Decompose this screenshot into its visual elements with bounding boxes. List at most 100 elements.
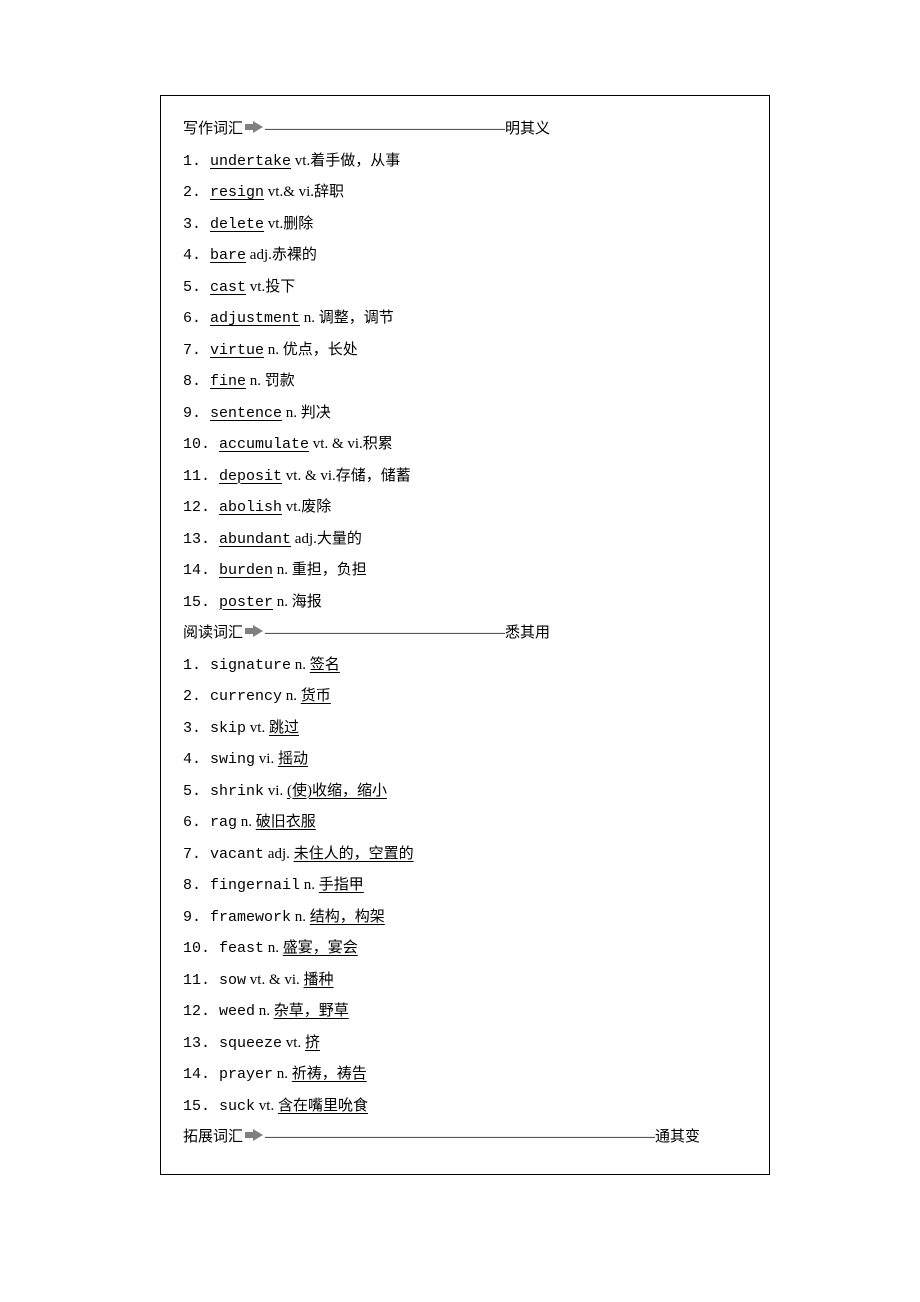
- vocab-entry: 11. deposit vt. & vi.存储，储蓄: [183, 461, 747, 493]
- vocab-entry: 12. weed n. 杂草，野草: [183, 996, 747, 1028]
- entry-number: 3.: [183, 720, 210, 737]
- entry-pos: adj.: [264, 846, 294, 862]
- entry-definition: vt. & vi.积累: [309, 436, 393, 452]
- entry-number: 10.: [183, 940, 219, 957]
- entry-definition: 签名: [310, 657, 340, 673]
- entry-pos: n.: [264, 940, 283, 956]
- entry-number: 9.: [183, 909, 210, 926]
- entry-definition: 手指甲: [319, 877, 364, 893]
- entry-definition: 杂草，野草: [274, 1003, 349, 1019]
- entry-number: 14.: [183, 562, 219, 579]
- vocab-entry: 13. abundant adj.大量的: [183, 524, 747, 556]
- entry-pos: vt.: [246, 720, 269, 736]
- entry-number: 2.: [183, 688, 210, 705]
- vocab-entry: 9. framework n. 结构，构架: [183, 902, 747, 934]
- entry-definition: 摇动: [278, 751, 308, 767]
- section2-suffix: 悉其用: [505, 618, 550, 650]
- arrow-right-icon: [245, 618, 263, 650]
- section3-suffix: 通其变: [655, 1122, 700, 1154]
- entry-word: rag: [210, 814, 237, 831]
- vocab-entry: 4. bare adj.赤裸的: [183, 240, 747, 272]
- entry-definition: 挤: [305, 1035, 320, 1051]
- entry-word: abundant: [219, 531, 291, 548]
- entry-word: delete: [210, 216, 264, 233]
- entry-definition: 货币: [301, 688, 331, 704]
- section3-prefix: 拓展词汇: [183, 1122, 243, 1154]
- entry-definition: 祈祷，祷告: [292, 1066, 367, 1082]
- entry-definition: 播种: [304, 972, 334, 988]
- entry-number: 9.: [183, 405, 210, 422]
- entry-word: deposit: [219, 468, 282, 485]
- entry-word: sow: [219, 972, 246, 989]
- vocab-entry: 11. sow vt. & vi. 播种: [183, 965, 747, 997]
- entry-number: 1.: [183, 153, 210, 170]
- section3-header: 拓展词汇 —————————————————————————— 通其变: [183, 1122, 747, 1154]
- entry-word: resign: [210, 184, 264, 201]
- entry-definition: n. 调整，调节: [300, 310, 394, 326]
- vocab-entry: 8. fingernail n. 手指甲: [183, 870, 747, 902]
- entry-pos: vt. & vi.: [246, 972, 304, 988]
- vocab-entry: 13. squeeze vt. 挤: [183, 1028, 747, 1060]
- vocab-entry: 2. currency n. 货币: [183, 681, 747, 713]
- entry-word: signature: [210, 657, 291, 674]
- entry-definition: vt.投下: [246, 279, 295, 295]
- entry-definition: n. 优点，长处: [264, 342, 358, 358]
- entry-number: 15.: [183, 1098, 219, 1115]
- entry-word: skip: [210, 720, 246, 737]
- entry-number: 14.: [183, 1066, 219, 1083]
- entry-definition: adj.赤裸的: [246, 247, 317, 263]
- entry-number: 12.: [183, 1003, 219, 1020]
- vocab-entry: 15. poster n. 海报: [183, 587, 747, 619]
- entry-number: 2.: [183, 184, 210, 201]
- vocab-entry: 6. rag n. 破旧衣服: [183, 807, 747, 839]
- entry-definition: 跳过: [269, 720, 299, 736]
- entry-word: currency: [210, 688, 282, 705]
- entry-word: weed: [219, 1003, 255, 1020]
- entry-word: fingernail: [210, 877, 300, 894]
- entry-number: 1.: [183, 657, 210, 674]
- entry-pos: vt.: [255, 1098, 278, 1114]
- entry-word: suck: [219, 1098, 255, 1115]
- entry-definition: 盛宴，宴会: [283, 940, 358, 956]
- entry-definition: vt.& vi.辞职: [264, 184, 344, 200]
- vocab-entry: 8. fine n. 罚款: [183, 366, 747, 398]
- vocab-entry: 10. feast n. 盛宴，宴会: [183, 933, 747, 965]
- entry-definition: adj.大量的: [291, 531, 362, 547]
- entry-number: 11.: [183, 468, 219, 485]
- entry-definition: vt.废除: [282, 499, 331, 515]
- vocab-entry: 1. signature n. 签名: [183, 650, 747, 682]
- entry-word: burden: [219, 562, 273, 579]
- entry-number: 4.: [183, 247, 210, 264]
- entry-word: prayer: [219, 1066, 273, 1083]
- entry-definition: (使)收缩，缩小: [287, 783, 387, 799]
- entry-word: bare: [210, 247, 246, 264]
- entry-definition: vt.删除: [264, 216, 313, 232]
- entry-word: feast: [219, 940, 264, 957]
- entry-word: virtue: [210, 342, 264, 359]
- vocab-entry: 5. cast vt.投下: [183, 272, 747, 304]
- section2-header: 阅读词汇 ———————————————— 悉其用: [183, 618, 747, 650]
- vocab-entry: 6. adjustment n. 调整，调节: [183, 303, 747, 335]
- entry-definition: 结构，构架: [310, 909, 385, 925]
- entry-definition: 含在嘴里吮食: [278, 1098, 368, 1114]
- entry-definition: n. 罚款: [246, 373, 295, 389]
- entry-number: 15.: [183, 594, 219, 611]
- section1-list: 1. undertake vt.着手做，从事2. resign vt.& vi.…: [183, 146, 747, 619]
- entry-word: adjustment: [210, 310, 300, 327]
- entry-word: swing: [210, 751, 255, 768]
- entry-definition: n. 判决: [282, 405, 331, 421]
- entry-number: 10.: [183, 436, 219, 453]
- entry-word: shrink: [210, 783, 264, 800]
- vocab-entry: 5. shrink vi. (使)收缩，缩小: [183, 776, 747, 808]
- vocab-entry: 14. burden n. 重担，负担: [183, 555, 747, 587]
- entry-pos: n.: [237, 814, 256, 830]
- entry-number: 13.: [183, 1035, 219, 1052]
- vocab-entry: 7. vacant adj. 未住人的，空置的: [183, 839, 747, 871]
- vocab-entry: 2. resign vt.& vi.辞职: [183, 177, 747, 209]
- entry-definition: 未住人的，空置的: [294, 846, 414, 862]
- vocab-entry: 9. sentence n. 判决: [183, 398, 747, 430]
- entry-number: 6.: [183, 310, 210, 327]
- entry-word: fine: [210, 373, 246, 390]
- section2-list: 1. signature n. 签名2. currency n. 货币3. sk…: [183, 650, 747, 1123]
- section2-prefix: 阅读词汇: [183, 618, 243, 650]
